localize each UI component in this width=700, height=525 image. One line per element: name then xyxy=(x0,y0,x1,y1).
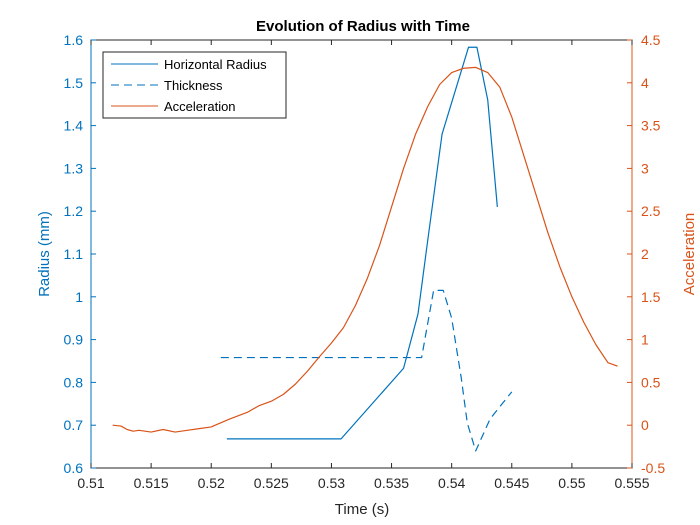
right-y-tick-label: 0 xyxy=(641,417,649,433)
right-y-tick-label: 4 xyxy=(641,75,649,91)
x-axis-label: Time (s) xyxy=(335,501,389,518)
right-y-tick-label: 3 xyxy=(641,160,649,176)
left-y-tick-label: 1.3 xyxy=(64,160,84,176)
left-y-tick-label: 0.7 xyxy=(64,417,84,433)
left-y-tick-label: 0.8 xyxy=(64,374,84,390)
legend-box xyxy=(102,51,287,119)
right-y-axis-label: Acceleration xyxy=(681,213,698,296)
x-tick-label: 0.53 xyxy=(318,475,345,491)
series-line-acceleration xyxy=(112,66,618,433)
right-y-tick-label: 2 xyxy=(641,246,649,262)
right-y-tick-label: -0.5 xyxy=(641,460,665,476)
series-layer xyxy=(112,46,618,452)
legend-label-acceleration: Acceleration xyxy=(164,99,236,114)
legend: Horizontal Radius Thickness Acceleration xyxy=(102,51,287,119)
x-tick-label: 0.51 xyxy=(77,475,104,491)
left-y-tick-label: 0.9 xyxy=(64,332,84,348)
right-y-tick-label: 0.5 xyxy=(641,374,661,390)
legend-label-thickness: Thickness xyxy=(164,78,223,93)
left-y-tick-label: 1.2 xyxy=(64,203,84,219)
series-line-horizontal-radius xyxy=(226,46,498,440)
x-tick-label: 0.555 xyxy=(614,475,649,491)
x-tick-label: 0.55 xyxy=(558,475,585,491)
x-tick-label: 0.54 xyxy=(438,475,465,491)
right-y-axis-ticks: -0.5 0 0.5 1 1.5 2 2.5 3 3.5 4 4.5 xyxy=(627,32,665,476)
left-y-tick-label: 1.5 xyxy=(64,75,84,91)
right-y-tick-label: 4.5 xyxy=(641,32,661,48)
left-y-tick-label: 1.4 xyxy=(64,118,84,134)
chart-title: Evolution of Radius with Time xyxy=(256,18,470,35)
left-y-axis-label: Radius (mm) xyxy=(36,211,53,297)
left-y-tick-label: 1 xyxy=(75,289,83,305)
left-y-axis-ticks: 0.6 0.7 0.8 0.9 1 1.1 1.2 1.3 1.4 1.5 1.6 xyxy=(64,32,96,476)
left-y-tick-label: 0.6 xyxy=(64,460,84,476)
x-tick-label: 0.545 xyxy=(494,475,529,491)
left-y-tick-label: 1.1 xyxy=(64,246,84,262)
x-axis-ticks: 0.51 0.515 0.52 0.525 0.53 0.535 0.54 0.545 0.55… xyxy=(77,40,650,491)
right-y-tick-label: 1 xyxy=(641,332,649,348)
x-tick-label: 0.535 xyxy=(374,475,409,491)
right-y-tick-label: 2.5 xyxy=(641,203,661,219)
right-y-tick-label: 1.5 xyxy=(641,289,661,305)
legend-label-horizontal-radius: Horizontal Radius xyxy=(164,57,267,72)
series-line-thickness xyxy=(220,289,513,452)
x-tick-label: 0.52 xyxy=(198,475,225,491)
right-y-tick-label: 3.5 xyxy=(641,118,661,134)
left-y-tick-label: 1.6 xyxy=(64,32,84,48)
x-tick-label: 0.525 xyxy=(254,475,289,491)
x-tick-label: 0.515 xyxy=(134,475,169,491)
